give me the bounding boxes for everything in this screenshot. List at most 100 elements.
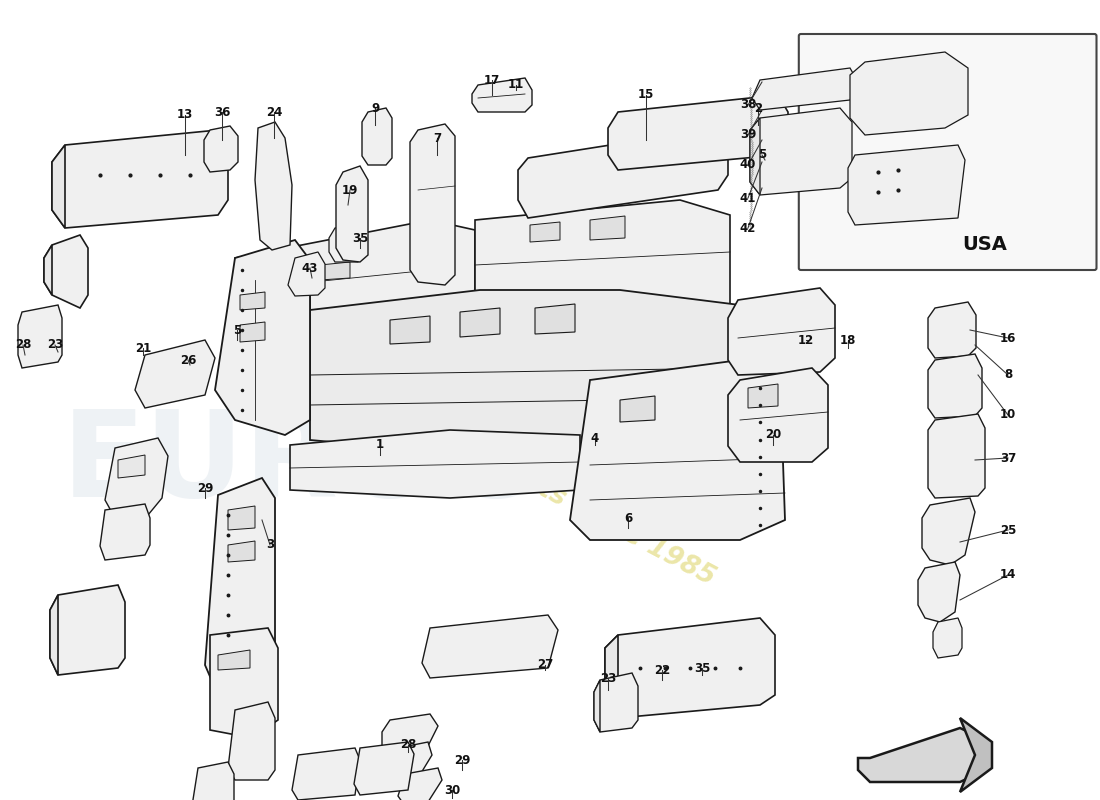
Text: 4: 4 (591, 431, 600, 445)
Polygon shape (214, 240, 310, 435)
Text: 19: 19 (342, 183, 359, 197)
Text: 12: 12 (798, 334, 814, 346)
Text: 16: 16 (1000, 331, 1016, 345)
Polygon shape (192, 762, 234, 800)
Polygon shape (848, 145, 965, 225)
Polygon shape (240, 322, 265, 342)
Polygon shape (398, 768, 442, 800)
Polygon shape (18, 305, 62, 368)
Polygon shape (918, 562, 960, 622)
Polygon shape (44, 245, 52, 295)
Text: USA: USA (962, 234, 1006, 254)
Text: 5: 5 (233, 323, 241, 337)
Text: 8: 8 (1004, 369, 1012, 382)
Text: 35: 35 (694, 662, 711, 674)
Polygon shape (205, 478, 275, 710)
Polygon shape (255, 122, 292, 250)
Polygon shape (228, 506, 255, 530)
Text: 36: 36 (213, 106, 230, 118)
Text: 11: 11 (508, 78, 524, 91)
Polygon shape (240, 292, 265, 310)
Polygon shape (320, 262, 350, 280)
Polygon shape (228, 702, 275, 780)
Text: 37: 37 (1000, 451, 1016, 465)
Text: 9: 9 (371, 102, 380, 114)
Polygon shape (52, 145, 65, 228)
Polygon shape (50, 595, 58, 675)
Text: 22: 22 (653, 663, 670, 677)
Polygon shape (310, 290, 740, 455)
Polygon shape (750, 118, 760, 195)
Text: 5: 5 (758, 149, 766, 162)
Polygon shape (228, 541, 255, 562)
Polygon shape (210, 628, 278, 738)
Text: 25: 25 (1000, 523, 1016, 537)
Polygon shape (204, 126, 238, 172)
Polygon shape (460, 308, 500, 337)
Text: 41: 41 (740, 191, 756, 205)
Polygon shape (475, 200, 730, 325)
Text: 43: 43 (301, 262, 318, 274)
Text: 27: 27 (537, 658, 553, 671)
Polygon shape (336, 166, 368, 262)
Polygon shape (608, 95, 788, 170)
Polygon shape (590, 216, 625, 240)
Text: 29: 29 (454, 754, 470, 766)
Polygon shape (50, 585, 125, 675)
Polygon shape (100, 504, 150, 560)
Polygon shape (290, 430, 580, 498)
Polygon shape (52, 130, 228, 228)
Text: 29: 29 (197, 482, 213, 494)
Text: 18: 18 (839, 334, 856, 346)
Text: 26: 26 (179, 354, 196, 366)
Polygon shape (570, 360, 785, 540)
Polygon shape (329, 224, 364, 262)
Text: 39: 39 (740, 129, 756, 142)
Polygon shape (135, 340, 214, 408)
Polygon shape (928, 302, 976, 358)
Polygon shape (605, 635, 618, 718)
Polygon shape (390, 742, 432, 784)
Polygon shape (858, 728, 990, 782)
Polygon shape (960, 718, 992, 792)
Text: 40: 40 (740, 158, 756, 171)
Polygon shape (118, 455, 145, 478)
Polygon shape (728, 288, 835, 375)
Polygon shape (605, 618, 775, 718)
Text: 21: 21 (135, 342, 151, 354)
Text: 42: 42 (740, 222, 756, 234)
Polygon shape (728, 368, 828, 462)
Polygon shape (928, 354, 982, 418)
Polygon shape (850, 52, 968, 135)
Polygon shape (594, 673, 638, 732)
Polygon shape (268, 269, 295, 287)
Polygon shape (362, 108, 392, 165)
Text: 3: 3 (266, 538, 274, 551)
Polygon shape (535, 304, 575, 334)
Polygon shape (104, 438, 168, 518)
Text: 23: 23 (47, 338, 63, 351)
Text: 23: 23 (600, 671, 616, 685)
Text: 7: 7 (433, 131, 441, 145)
Polygon shape (750, 108, 852, 195)
Polygon shape (235, 220, 475, 325)
Text: passion for parts since 1985: passion for parts since 1985 (336, 370, 720, 590)
Polygon shape (390, 316, 430, 344)
Text: 30: 30 (444, 783, 460, 797)
Polygon shape (530, 222, 560, 242)
Polygon shape (292, 748, 360, 800)
Polygon shape (354, 742, 414, 795)
Polygon shape (472, 78, 532, 112)
Polygon shape (620, 396, 654, 422)
Polygon shape (382, 714, 438, 760)
Text: 20: 20 (764, 429, 781, 442)
Text: 6: 6 (624, 511, 632, 525)
Text: 38: 38 (740, 98, 756, 111)
Text: 28: 28 (399, 738, 416, 751)
Text: 10: 10 (1000, 409, 1016, 422)
Polygon shape (933, 618, 962, 658)
Polygon shape (410, 124, 455, 285)
Polygon shape (594, 680, 600, 732)
Polygon shape (288, 252, 324, 296)
Text: 17: 17 (484, 74, 500, 86)
